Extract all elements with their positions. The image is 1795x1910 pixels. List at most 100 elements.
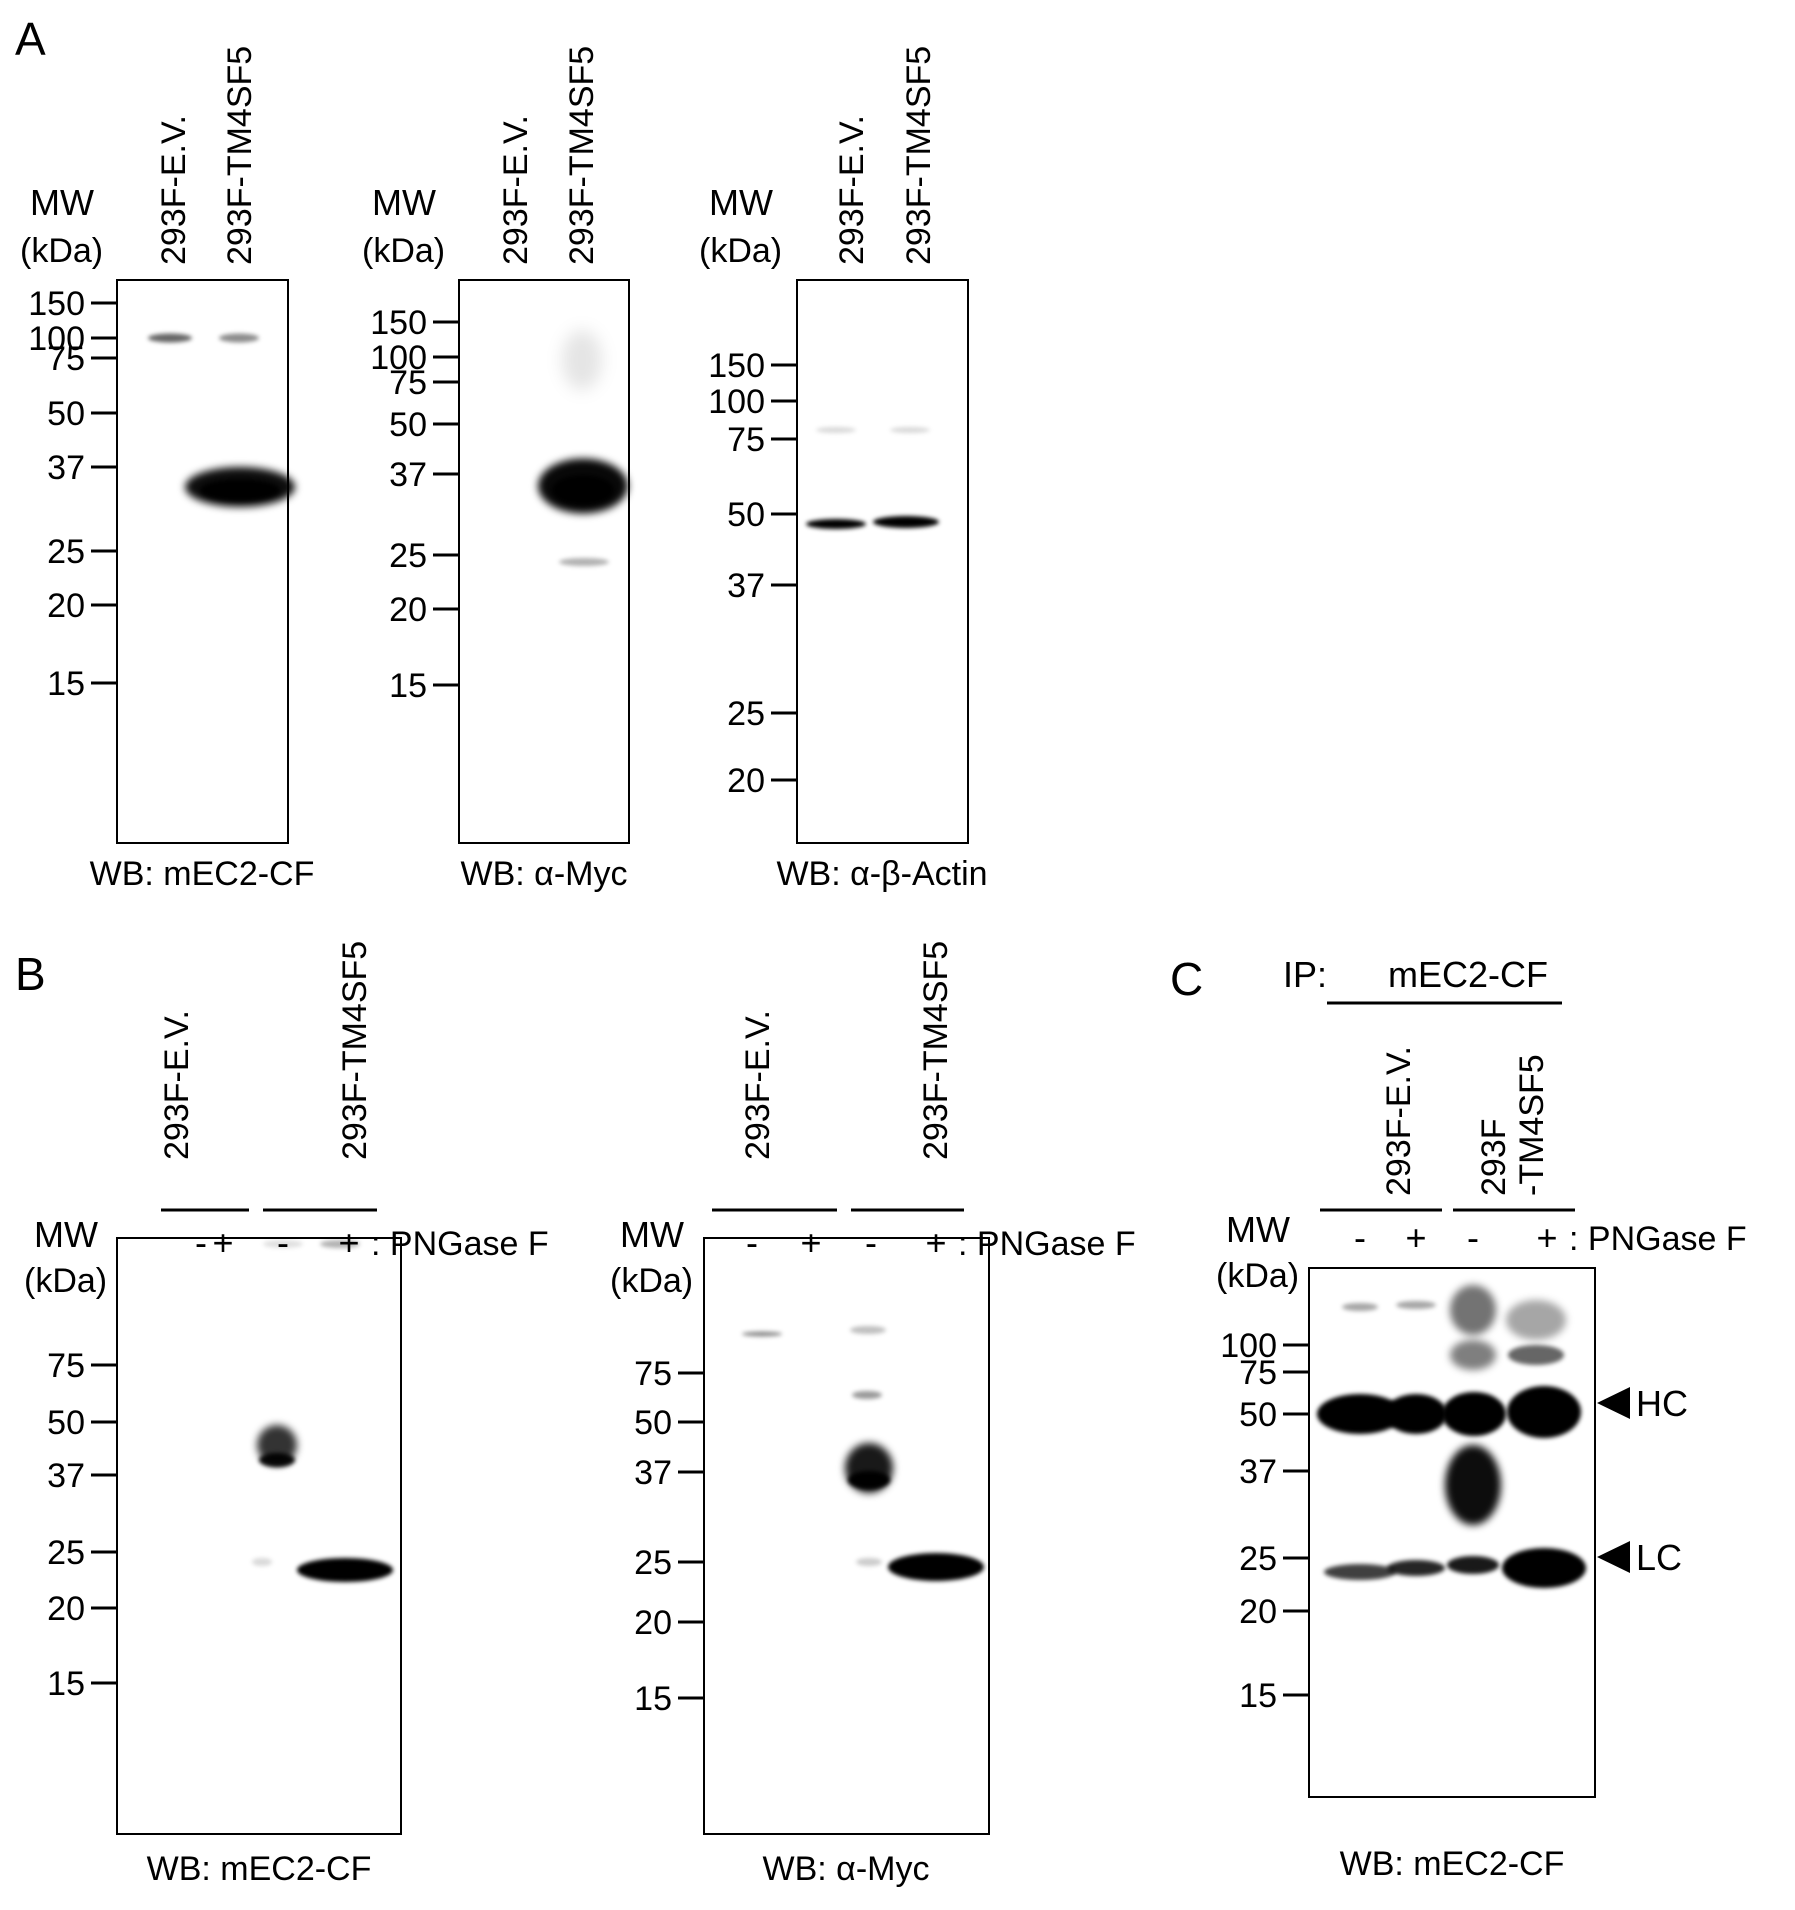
treatment-sign: -: [746, 1222, 758, 1263]
marker-label: 100: [1220, 1327, 1277, 1365]
marker-label: 50: [389, 406, 427, 444]
marker-label: 75: [634, 1355, 672, 1393]
mw-label: MW: [34, 1214, 98, 1255]
mw-label: MW: [372, 182, 436, 223]
treatment-sign: +: [338, 1222, 359, 1263]
protein-band: [559, 558, 609, 566]
blot-caption: WB: α-Myc: [763, 1850, 930, 1888]
band-arrow-label: LC: [1636, 1537, 1682, 1578]
protein-band: [848, 1471, 890, 1489]
panel-letter: C: [1170, 953, 1203, 1005]
blot-membrane: [116, 1237, 402, 1835]
protein-band: [219, 333, 259, 343]
marker-label: 75: [727, 421, 765, 459]
marker-label: 25: [389, 537, 427, 575]
marker-label: 15: [1239, 1677, 1277, 1715]
blot-membrane: [796, 279, 969, 844]
mw-unit-label: (kDa): [362, 232, 445, 270]
lane-label: 293F-TM4SF5: [917, 941, 955, 1160]
protein-band: [1447, 1556, 1499, 1574]
panel-b2: MW (kDa) 75 50 37 25 20 15 293F-E.V. 293F-TM4SF5 -…: [610, 941, 1136, 1888]
marker-label: 75: [47, 340, 85, 378]
protein-band: [873, 516, 939, 528]
mw-label: MW: [709, 182, 773, 223]
marker-label: 50: [634, 1404, 672, 1442]
protein-band: [806, 519, 866, 529]
marker-label: 50: [727, 496, 765, 534]
mw-unit-label: (kDa): [20, 232, 103, 270]
marker-label: 50: [47, 1404, 85, 1442]
treatment-sign: -: [1354, 1217, 1366, 1258]
blot-caption: WB: mEC2-CF: [90, 855, 315, 893]
marker-label: 25: [727, 695, 765, 733]
ip-antibody-label: mEC2-CF: [1388, 954, 1548, 995]
band-arrow-label: HC: [1636, 1383, 1688, 1424]
protein-band: [1342, 1303, 1378, 1311]
treatment-label: : PNGase F: [1569, 1220, 1747, 1258]
protein-band: [890, 427, 930, 433]
protein-band: [562, 330, 602, 390]
protein-band: [852, 1391, 882, 1399]
protein-band: [1387, 1560, 1445, 1576]
marker-label: 150: [370, 304, 427, 342]
marker-label: 20: [634, 1604, 672, 1642]
treatment-sign: +: [1536, 1217, 1557, 1258]
ip-label: IP:: [1283, 954, 1327, 995]
marker-label: 37: [634, 1454, 672, 1492]
protein-band: [888, 1553, 984, 1581]
protein-band: [148, 333, 192, 343]
lane-label: 293F-E.V.: [497, 115, 535, 265]
protein-band: [856, 1558, 882, 1566]
protein-band: [320, 1240, 360, 1248]
marker-label: 25: [1239, 1540, 1277, 1578]
treatment-sign: -: [277, 1222, 289, 1263]
panel-letter: A: [15, 13, 46, 65]
treatment-label: : PNGase F: [371, 1225, 549, 1263]
marker-label: 20: [389, 591, 427, 629]
protein-band: [1508, 1345, 1564, 1365]
protein-band: [1507, 1386, 1581, 1438]
lane-label: 293F-TM4SF5: [221, 46, 259, 265]
lane-label: 293F-TM4SF5: [563, 46, 601, 265]
protein-band: [1506, 1300, 1566, 1340]
protein-band: [1502, 1548, 1586, 1588]
marker-label: 15: [47, 665, 85, 703]
treatment-sign: +: [800, 1222, 821, 1263]
marker-label: 75: [1239, 1354, 1277, 1392]
protein-band: [1385, 1394, 1447, 1434]
treatment-sign: -: [1467, 1217, 1479, 1258]
mw-label: MW: [30, 182, 94, 223]
mw-unit-label: (kDa): [1216, 1257, 1299, 1295]
marker-label: 20: [47, 1590, 85, 1628]
lane-label: 293F-TM4SF5: [336, 941, 374, 1160]
lane-label: 293F-E.V.: [158, 1010, 196, 1160]
marker-label: 50: [47, 395, 85, 433]
mw-unit-label: (kDa): [610, 1262, 693, 1300]
treatment-sign: +: [925, 1222, 946, 1263]
protein-band: [742, 1331, 782, 1337]
lane-label: 293F-E.V.: [739, 1010, 777, 1160]
marker-label: 100: [28, 320, 85, 358]
treatment-sign: -: [195, 1222, 207, 1263]
marker-label: 75: [47, 1347, 85, 1385]
protein-band: [552, 475, 614, 505]
blot-membrane: [703, 1237, 990, 1835]
treatment-sign: +: [212, 1222, 233, 1263]
protein-band: [263, 1240, 303, 1248]
protein-band: [1317, 1394, 1403, 1434]
protein-band: [252, 1558, 272, 1566]
marker-label: 25: [47, 533, 85, 571]
mw-label: MW: [1226, 1209, 1290, 1250]
lane-label: 293F-E.V.: [1380, 1046, 1418, 1196]
lane-label: 293F-TM4SF5: [1475, 1054, 1551, 1196]
panel-b1: B MW (kDa) 75 50 37 25 20 15 293F-E.V. 293F-TM4SF5…: [15, 941, 549, 1888]
mw-unit-label: (kDa): [699, 232, 782, 270]
treatment-sign: +: [1405, 1217, 1426, 1258]
blot-caption: WB: α-β-Actin: [776, 855, 987, 893]
lane-label: 293F-E.V.: [155, 115, 193, 265]
